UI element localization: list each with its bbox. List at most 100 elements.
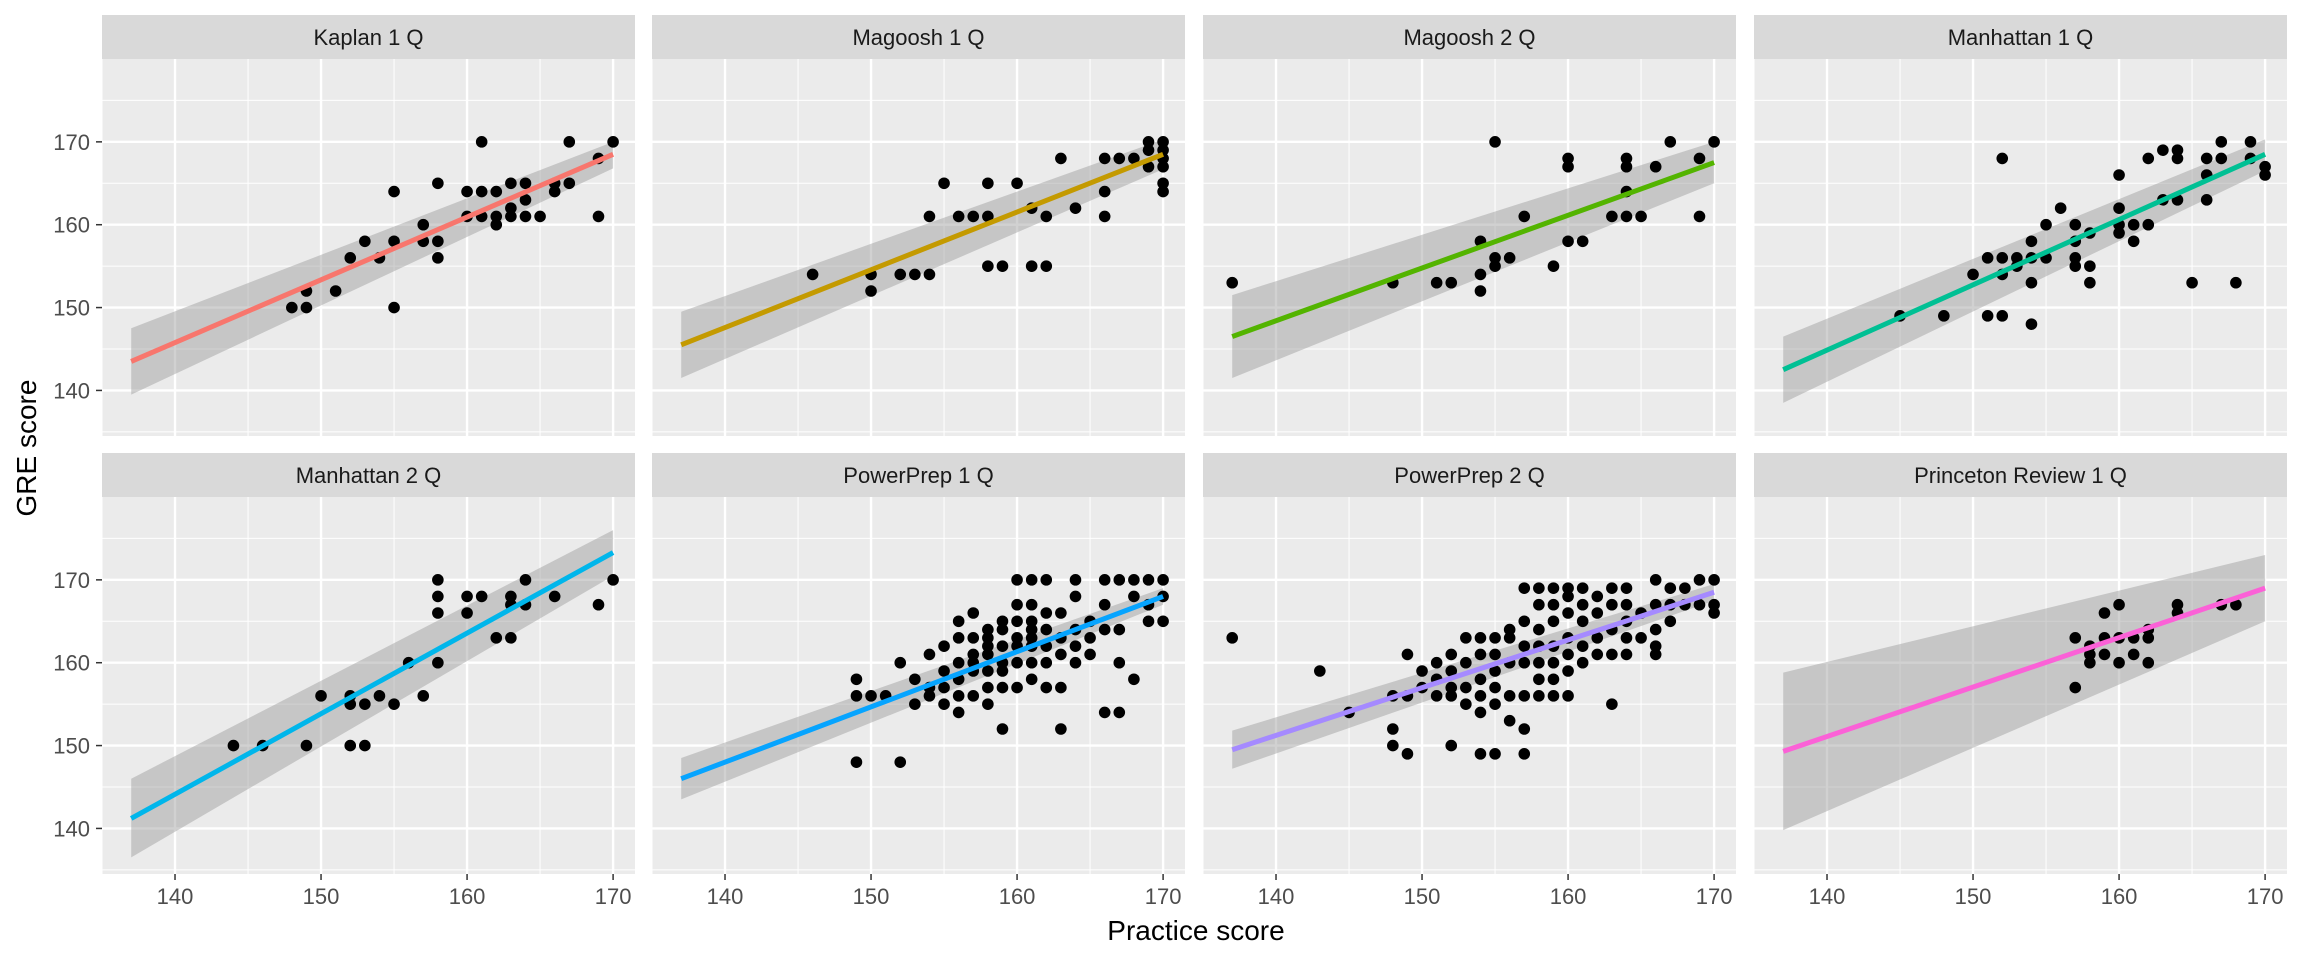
data-point [300, 301, 313, 314]
data-point [967, 210, 980, 223]
data-point [1693, 574, 1706, 586]
data-point [967, 607, 980, 619]
data-point [1708, 598, 1720, 611]
data-point [432, 177, 444, 190]
data-point [2113, 202, 2125, 214]
data-point [2069, 260, 2082, 272]
data-point [1460, 632, 1472, 644]
data-point [1576, 582, 1589, 594]
regression-line [680, 151, 1165, 348]
data-point [952, 632, 965, 644]
data-point [1128, 152, 1140, 165]
data-point [938, 640, 950, 652]
data-point [938, 665, 950, 677]
data-point [1025, 598, 1038, 611]
data-point [1430, 276, 1443, 289]
facet-strip [1754, 453, 2287, 497]
data-point [1011, 632, 1023, 644]
panel-background [652, 497, 1185, 874]
facet-title: PowerPrep 1 Q [843, 463, 993, 488]
data-point [1547, 615, 1560, 628]
data-point [1489, 648, 1501, 661]
data-point [1416, 665, 1428, 677]
panel-background [1203, 59, 1736, 436]
data-point [1606, 210, 1618, 223]
panel-background [1754, 59, 2287, 436]
data-point [2127, 218, 2140, 231]
data-point [1098, 623, 1111, 636]
data-point [344, 252, 357, 264]
data-point [850, 690, 863, 702]
data-point [1547, 598, 1560, 611]
data-point [1591, 648, 1604, 661]
data-point [982, 632, 994, 644]
data-point [592, 210, 605, 223]
panel-background [102, 59, 635, 436]
data-point [1069, 640, 1082, 652]
data-point [1591, 590, 1604, 603]
data-point [1011, 615, 1023, 628]
data-point [490, 210, 503, 223]
data-point [1489, 252, 1501, 264]
data-point [1025, 632, 1038, 644]
data-point [1708, 574, 1720, 586]
data-point [2142, 152, 2155, 165]
data-point [1606, 698, 1618, 710]
data-point [461, 590, 473, 603]
data-point [1518, 656, 1531, 669]
x-tick-label: 160 [2101, 884, 2138, 909]
x-tick-label: 140 [157, 884, 194, 909]
x-tick-label: 160 [1550, 884, 1587, 909]
data-point [1489, 748, 1501, 760]
data-point [1226, 276, 1239, 289]
data-point [1098, 185, 1111, 198]
data-point [1518, 582, 1531, 594]
facet-title: Manhattan 2 Q [296, 463, 442, 488]
data-point [2127, 648, 2140, 661]
data-point [1708, 136, 1720, 148]
facet-strip [652, 453, 1185, 497]
regression-line [1231, 160, 1715, 339]
data-point [1445, 665, 1458, 677]
data-point [2025, 276, 2038, 289]
data-point [1606, 648, 1618, 661]
data-point [475, 590, 488, 603]
data-point [1474, 285, 1487, 297]
y-tick-label: 170 [53, 568, 90, 593]
data-point [1620, 582, 1633, 594]
data-point [2113, 169, 2125, 181]
data-point [1547, 673, 1560, 686]
data-point [417, 218, 430, 231]
data-point [1040, 210, 1053, 223]
data-point [1445, 648, 1458, 661]
data-point [2113, 598, 2125, 611]
x-tick-label: 140 [707, 884, 744, 909]
data-point [1518, 615, 1531, 628]
data-point [1664, 615, 1677, 628]
data-point [1142, 136, 1155, 148]
x-tick-label: 170 [1696, 884, 1733, 909]
data-point [2040, 218, 2052, 231]
data-point [909, 268, 921, 281]
data-point [1679, 582, 1691, 594]
y-tick-label: 170 [53, 130, 90, 155]
data-point [1128, 574, 1140, 586]
data-point [344, 739, 357, 752]
data-point [1098, 574, 1111, 586]
data-point [1606, 582, 1618, 594]
data-point [1226, 632, 1239, 644]
data-point [894, 268, 907, 281]
x-tick-label: 170 [595, 884, 632, 909]
data-point [432, 252, 444, 264]
x-tick-label: 140 [1258, 884, 1295, 909]
y-tick-label: 150 [53, 296, 90, 321]
data-point [1649, 574, 1662, 586]
data-point [1128, 590, 1140, 603]
facet-panel: Kaplan 1 Q 140 150 160 170 [53, 15, 635, 436]
data-point [2069, 632, 2082, 644]
data-point [2259, 160, 2271, 173]
data-point [1445, 690, 1458, 702]
data-point [894, 756, 907, 768]
data-point [923, 210, 936, 223]
data-point [1113, 574, 1126, 586]
